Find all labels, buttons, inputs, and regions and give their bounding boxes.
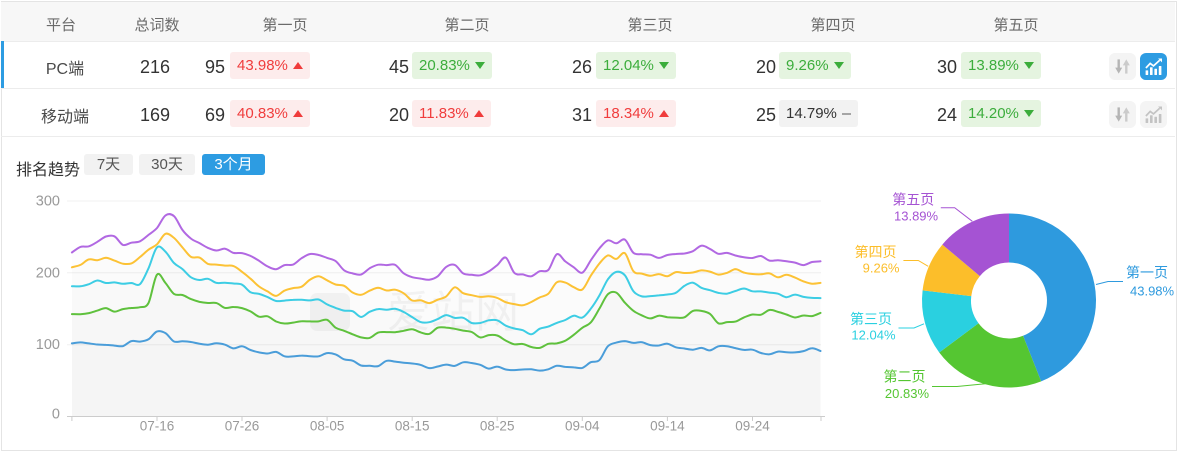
svg-text:12.04%: 12.04% [851, 328, 896, 343]
svg-text:07-16: 07-16 [140, 419, 175, 434]
svg-text:09-24: 09-24 [735, 419, 770, 434]
svg-text:9.26%: 9.26% [863, 261, 900, 276]
svg-text:20.83%: 20.83% [885, 386, 930, 401]
svg-text:08-25: 08-25 [480, 419, 515, 434]
svg-text:0: 0 [52, 407, 60, 423]
svg-text:09-04: 09-04 [565, 419, 600, 434]
svg-text:第五页: 第五页 [892, 192, 934, 208]
svg-text:第四页: 第四页 [855, 244, 897, 260]
svg-text:08-15: 08-15 [395, 419, 430, 434]
svg-text:08-05: 08-05 [310, 419, 345, 434]
svg-text:200: 200 [36, 265, 60, 281]
svg-text:07-26: 07-26 [225, 419, 260, 434]
svg-text:100: 100 [36, 337, 60, 353]
svg-text:第一页: 第一页 [1126, 265, 1168, 281]
svg-text:第三页: 第三页 [850, 311, 892, 327]
svg-text:09-14: 09-14 [650, 419, 685, 434]
svg-text:13.89%: 13.89% [894, 209, 939, 224]
svg-text:43.98%: 43.98% [1130, 284, 1175, 299]
svg-text:第二页: 第二页 [884, 369, 926, 385]
svg-text:300: 300 [36, 194, 60, 210]
